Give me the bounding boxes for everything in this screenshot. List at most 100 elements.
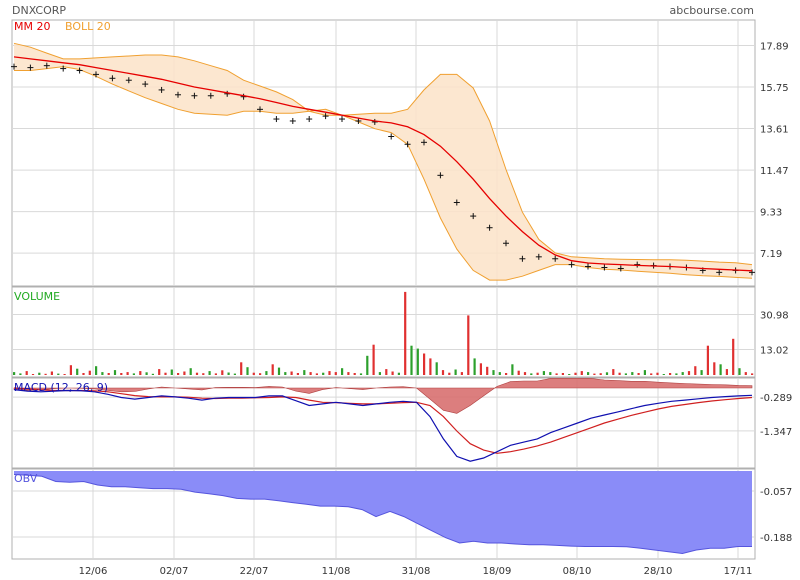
volume-bar — [523, 372, 527, 375]
volume-bar — [687, 371, 691, 375]
obv-panel — [13, 471, 752, 555]
volume-bar — [530, 373, 533, 375]
volume-bar — [423, 353, 426, 375]
volume-bar — [751, 373, 754, 375]
volume-bar — [713, 362, 716, 375]
volume-bar — [107, 373, 110, 375]
volume-bar — [284, 372, 287, 375]
volume-bar — [612, 369, 615, 375]
volume-bar — [473, 358, 476, 375]
volume-bar — [50, 371, 53, 375]
y-tick-label: -0.057 — [760, 487, 792, 498]
volume-panel-frame — [11, 286, 756, 378]
y-tick-label: 15.75 — [760, 83, 789, 94]
x-tick-label: 02/07 — [160, 566, 189, 577]
volume-bar — [296, 373, 299, 375]
y-tick-label: 30.98 — [760, 310, 789, 321]
volume-bar — [624, 373, 627, 375]
volume-bar — [561, 373, 564, 375]
volume-bar — [195, 372, 199, 375]
volume-bar — [177, 373, 180, 375]
y-tick-label: -0.289 — [760, 393, 792, 404]
volume-bar — [158, 369, 161, 375]
volume-bar — [227, 372, 230, 375]
volume-bar — [189, 368, 192, 375]
x-tick-label: 18/09 — [483, 566, 512, 577]
volume-bar — [328, 371, 331, 375]
price-panel — [11, 42, 755, 281]
volume-bar — [681, 372, 684, 375]
volume-bar — [208, 371, 211, 375]
volume-bar — [694, 366, 697, 375]
volume-bar — [467, 315, 470, 375]
bollinger-upper-line — [13, 42, 753, 266]
y-tick-label: 17.89 — [760, 41, 789, 52]
volume-bar — [221, 370, 224, 375]
x-tick-label: 12/06 — [79, 566, 108, 577]
volume-bar — [732, 338, 735, 375]
volume-bar — [359, 373, 363, 375]
x-tick-label: 31/08 — [402, 566, 431, 577]
volume-bar — [643, 370, 646, 375]
volume-bar — [429, 358, 432, 375]
volume-bar — [662, 374, 665, 375]
volume-bar — [568, 374, 571, 375]
volume-bar — [170, 369, 173, 375]
bollinger-lower-line — [14, 66, 753, 281]
volume-bar — [315, 373, 318, 375]
volume-bar — [542, 371, 545, 375]
volume-bar — [31, 374, 35, 375]
volume-bar — [605, 372, 609, 375]
obv-panel-label: OBV — [14, 472, 38, 485]
volume-bar — [549, 372, 552, 375]
y-tick-label: -1.347 — [760, 427, 792, 438]
volume-bar — [88, 370, 91, 375]
y-tick-label: 9.33 — [760, 208, 782, 219]
volume-bar — [460, 372, 463, 375]
volume-bar — [309, 372, 312, 375]
volume-bar — [385, 369, 388, 375]
volume-bar — [416, 348, 419, 375]
obv-area — [14, 471, 752, 554]
volume-panel-label: VOLUME — [14, 290, 60, 303]
volume-bar — [410, 345, 413, 375]
volume-bar — [82, 373, 85, 375]
volume-bar — [164, 372, 167, 375]
y-tick-label: 13.02 — [760, 346, 789, 357]
volume-bar — [246, 367, 249, 375]
volume-bar — [505, 373, 508, 375]
volume-bar — [139, 371, 142, 375]
legend-ma: MM 20 — [14, 20, 50, 33]
volume-bar — [95, 366, 98, 375]
volume-bar — [637, 373, 640, 375]
macd-panel — [13, 378, 753, 462]
volume-bar — [675, 373, 678, 375]
volume-bar — [44, 373, 47, 375]
source-label: abcbourse.com — [670, 4, 754, 17]
volume-bar — [587, 372, 590, 375]
volume-bar — [725, 369, 728, 375]
obv-line — [13, 474, 752, 555]
volume-bar — [252, 372, 255, 375]
volume-bar — [738, 368, 741, 375]
volume-bar — [599, 373, 602, 375]
x-tick-label: 11/08 — [322, 566, 351, 577]
volume-bar — [202, 373, 205, 375]
volume-bar — [113, 370, 117, 375]
volume-bar — [277, 367, 281, 375]
volume-bar — [580, 371, 583, 375]
volume-bar — [486, 366, 489, 375]
volume-bar — [397, 372, 400, 375]
volume-panel — [13, 291, 754, 376]
volume-bar — [334, 372, 337, 375]
macd-panel-label: MACD (12, 26, 9) — [14, 381, 108, 394]
volume-bar — [719, 364, 722, 376]
volume-bar — [151, 373, 154, 375]
volume-bar — [341, 368, 344, 375]
y-tick-label: 7.19 — [760, 249, 782, 260]
volume-bar — [378, 372, 381, 375]
volume-bar — [372, 344, 375, 375]
volume-bar — [574, 372, 577, 375]
volume-bar — [498, 372, 501, 375]
